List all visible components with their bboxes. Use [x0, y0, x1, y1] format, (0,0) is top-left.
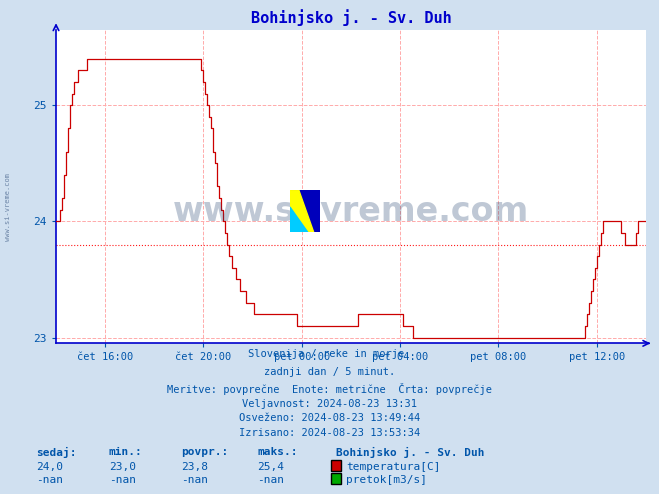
Text: Osveženo: 2024-08-23 13:49:44: Osveženo: 2024-08-23 13:49:44 — [239, 413, 420, 423]
Polygon shape — [290, 190, 314, 232]
Bar — [290, 190, 308, 232]
Text: 23,0: 23,0 — [109, 462, 136, 472]
Text: 24,0: 24,0 — [36, 462, 63, 472]
Text: Izrisano: 2024-08-23 13:53:34: Izrisano: 2024-08-23 13:53:34 — [239, 428, 420, 438]
Text: sedaj:: sedaj: — [36, 447, 76, 458]
Text: -nan: -nan — [257, 475, 284, 485]
Text: zadnji dan / 5 minut.: zadnji dan / 5 minut. — [264, 367, 395, 376]
Text: -nan: -nan — [181, 475, 208, 485]
Polygon shape — [302, 190, 320, 232]
Text: www.si-vreme.com: www.si-vreme.com — [5, 173, 11, 242]
Text: Meritve: povprečne  Enote: metrične  Črta: povprečje: Meritve: povprečne Enote: metrične Črta:… — [167, 383, 492, 395]
Text: www.si-vreme.com: www.si-vreme.com — [173, 195, 529, 228]
Polygon shape — [290, 207, 308, 232]
Text: temperatura[C]: temperatura[C] — [346, 462, 440, 472]
Text: min.:: min.: — [109, 447, 142, 457]
Text: povpr.:: povpr.: — [181, 447, 229, 457]
Text: Veljavnost: 2024-08-23 13:31: Veljavnost: 2024-08-23 13:31 — [242, 399, 417, 409]
Text: 23,8: 23,8 — [181, 462, 208, 472]
Text: Bohinjsko j. - Sv. Duh: Bohinjsko j. - Sv. Duh — [336, 447, 484, 458]
Text: maks.:: maks.: — [257, 447, 297, 457]
Text: Slovenija / reke in morje.: Slovenija / reke in morje. — [248, 349, 411, 359]
Text: 25,4: 25,4 — [257, 462, 284, 472]
Text: -nan: -nan — [109, 475, 136, 485]
Polygon shape — [290, 207, 308, 232]
Text: pretok[m3/s]: pretok[m3/s] — [346, 475, 427, 485]
Polygon shape — [290, 190, 320, 232]
Text: -nan: -nan — [36, 475, 63, 485]
Title: Bohinjsko j. - Sv. Duh: Bohinjsko j. - Sv. Duh — [250, 9, 451, 26]
